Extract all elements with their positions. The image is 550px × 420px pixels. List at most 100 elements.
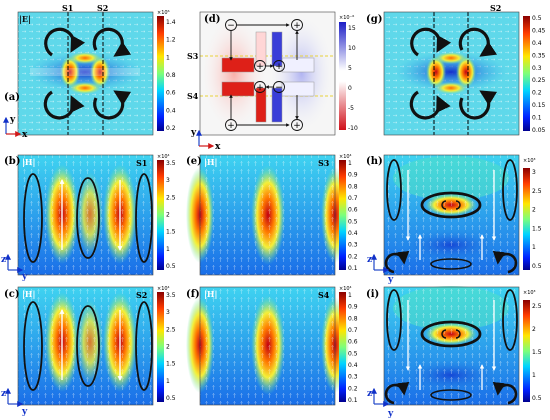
axis-a-y: y	[9, 115, 16, 125]
axis-h-z: z	[367, 255, 372, 265]
colorbar-a-tick: 0.6	[166, 90, 176, 97]
colorbar-i-tick: 1.5	[532, 349, 542, 356]
loop-b-1	[23, 173, 43, 263]
colorbar-g-tick: 0.5	[532, 15, 542, 22]
colorbar-d-tick: -5	[348, 105, 354, 112]
colorbar-c-tick: 1.5	[166, 361, 176, 368]
colorbar-f-tick: 0.8	[348, 315, 358, 322]
panel-label-h: (h)	[366, 156, 383, 167]
axis-a-x: x	[22, 130, 28, 140]
panel-label-b: (b)	[4, 156, 20, 167]
colorbar-h-tick: 1	[532, 244, 536, 251]
colorbar-i-tick: 1	[532, 372, 536, 379]
colorbar-a-tick: 1	[166, 54, 170, 61]
panel-g: S2 (g) 0.50.450.40.350.30.250.20.150.10.…	[366, 3, 546, 136]
colorbar-f-tick: 0.6	[348, 339, 358, 346]
panel-label-f: (f)	[186, 289, 200, 300]
swirl-i-right	[455, 329, 461, 339]
charge-sign: +	[293, 21, 301, 31]
swirl-i-left	[441, 329, 447, 339]
hotspot-a-left	[60, 56, 80, 88]
colorbar-h-exponent: ×10³	[523, 158, 536, 164]
colorbar-b-tick: 3.5	[166, 160, 176, 167]
cut-label-f: S4	[318, 290, 330, 300]
colorbar-d	[339, 22, 346, 130]
colorbar-d-tick: 10	[348, 45, 356, 52]
colorbar-d-tick: 5	[348, 65, 352, 72]
colorbar-c-exponent: ×10⁴	[157, 286, 170, 292]
cut-label-g: S2	[490, 3, 501, 13]
colorbar-e-ticks: 1 0.9 0.8 0.7 0.6 0.5 0.4 0.3 0.2 0.1	[348, 160, 358, 272]
colorbar-c-tick: 2	[166, 344, 170, 351]
colorbar-e-tick: 0.5	[348, 218, 358, 225]
colorbar-e-exponent: ×10⁴	[339, 154, 352, 160]
colorbar-b-tick: 1	[166, 246, 170, 253]
warm-g-bottom	[435, 82, 467, 94]
colorbar-f-tick: 0.4	[348, 362, 358, 369]
vortex-a-1	[44, 27, 86, 57]
colorbar-b	[157, 160, 164, 270]
bar-d-vert-right-bottom	[271, 87, 283, 123]
colorbar-g-tick: 0.3	[532, 65, 542, 72]
field-label-a: |E|	[19, 14, 31, 24]
loop-i-left	[386, 289, 402, 351]
cut-label-s3: S3	[187, 51, 199, 61]
colorbar-c	[157, 292, 164, 402]
colorbar-e-tick: 0.8	[348, 183, 358, 190]
colorbar-g-tick: 0.35	[532, 52, 546, 59]
low-region-a	[27, 52, 143, 92]
colorbar-e-tick: 1	[348, 160, 352, 167]
colorbar-f-tick: 1	[348, 292, 352, 299]
swirl-h-right	[455, 200, 461, 210]
vortex-i-left	[384, 381, 410, 405]
charge-sign: +	[293, 121, 301, 131]
colorbar-i-tick: 2	[532, 326, 536, 333]
loop-i-bottom	[430, 389, 472, 401]
vector-field-c	[18, 287, 153, 405]
vortex-a-4	[93, 90, 132, 120]
colorbar-d-tick: 15	[348, 25, 356, 32]
colorbar-a-tick: 0.4	[166, 107, 176, 114]
panel-label-d: (d)	[204, 14, 220, 25]
loop-i-right	[502, 289, 518, 351]
frame-d	[199, 11, 336, 136]
vortex-h-right	[492, 250, 518, 274]
flow-arrows-c	[59, 309, 123, 381]
colorbar-b-tick: 1.5	[166, 229, 176, 236]
colorbar-h	[523, 168, 530, 270]
colorbar-i-exponent: ×10³	[523, 290, 536, 296]
warm-a-bottom	[69, 82, 101, 94]
vortex-g-2	[458, 27, 498, 57]
bar-d-bottom-right	[281, 81, 315, 97]
frame-h	[383, 154, 520, 276]
vector-field-b	[18, 155, 153, 275]
colorbar-e-tick: 0.2	[348, 253, 358, 260]
vortex-g-4	[459, 90, 498, 120]
charge-sign: +	[227, 121, 235, 131]
colorbar-g	[523, 16, 530, 131]
colorbar-h-ticks: 3 2.5 2 1.5 1 0.5	[532, 169, 542, 270]
loop-h-bottom	[430, 258, 472, 270]
colorbar-f-tick: 0.2	[348, 385, 358, 392]
axis-d-y: y	[190, 128, 197, 138]
colorbar-c-tick: 2.5	[166, 326, 176, 333]
loop-c-2	[76, 305, 100, 387]
colorbar-i-tick: 0.5	[532, 395, 542, 402]
colorbar-c-tick: 0.5	[166, 395, 176, 402]
panel-c: |H| S2 (c) z y ×10⁴ 3.5 3 2.5 2 1.5 1 0.5	[1, 286, 176, 417]
colorbar-h-tick: 2	[532, 207, 536, 214]
frame-c	[17, 286, 154, 406]
low-region-g	[395, 52, 507, 92]
colorbar-c-tick: 1	[166, 378, 170, 385]
colorbar-b-tick: 0.5	[166, 263, 176, 270]
hotspot-a-right	[90, 56, 110, 88]
cut-label-e: S3	[318, 158, 330, 168]
colorbar-c-tick: 3	[166, 309, 170, 316]
bar-d-top-right	[281, 57, 315, 73]
frame-f	[199, 286, 336, 406]
colorbar-a-tick: 0.8	[166, 72, 176, 79]
colorbar-e	[339, 160, 346, 270]
panel-label-a: (a)	[4, 92, 20, 103]
frame-e	[199, 154, 336, 276]
